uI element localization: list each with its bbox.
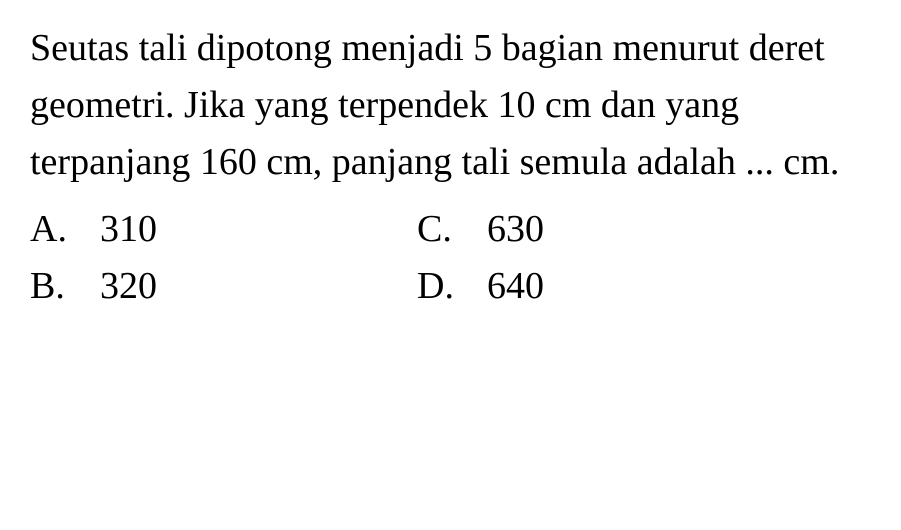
option-value-d: 640 xyxy=(487,258,544,315)
option-b: B. 320 xyxy=(30,258,157,315)
options-left-column: A. 310 B. 320 xyxy=(30,201,157,315)
option-c: C. 630 xyxy=(417,201,544,258)
option-value-b: 320 xyxy=(100,258,157,315)
option-d: D. 640 xyxy=(417,258,544,315)
option-letter-b: B. xyxy=(30,258,100,315)
option-letter-a: A. xyxy=(30,201,100,258)
option-letter-c: C. xyxy=(417,201,487,258)
option-letter-d: D. xyxy=(417,258,487,315)
option-a: A. 310 xyxy=(30,201,157,258)
question-text: Seutas tali dipotong menjadi 5 bagian me… xyxy=(30,20,871,191)
option-value-a: 310 xyxy=(100,201,157,258)
options-container: A. 310 B. 320 C. 630 D. 640 xyxy=(30,201,871,315)
option-value-c: 630 xyxy=(487,201,544,258)
options-right-column: C. 630 D. 640 xyxy=(417,201,544,315)
